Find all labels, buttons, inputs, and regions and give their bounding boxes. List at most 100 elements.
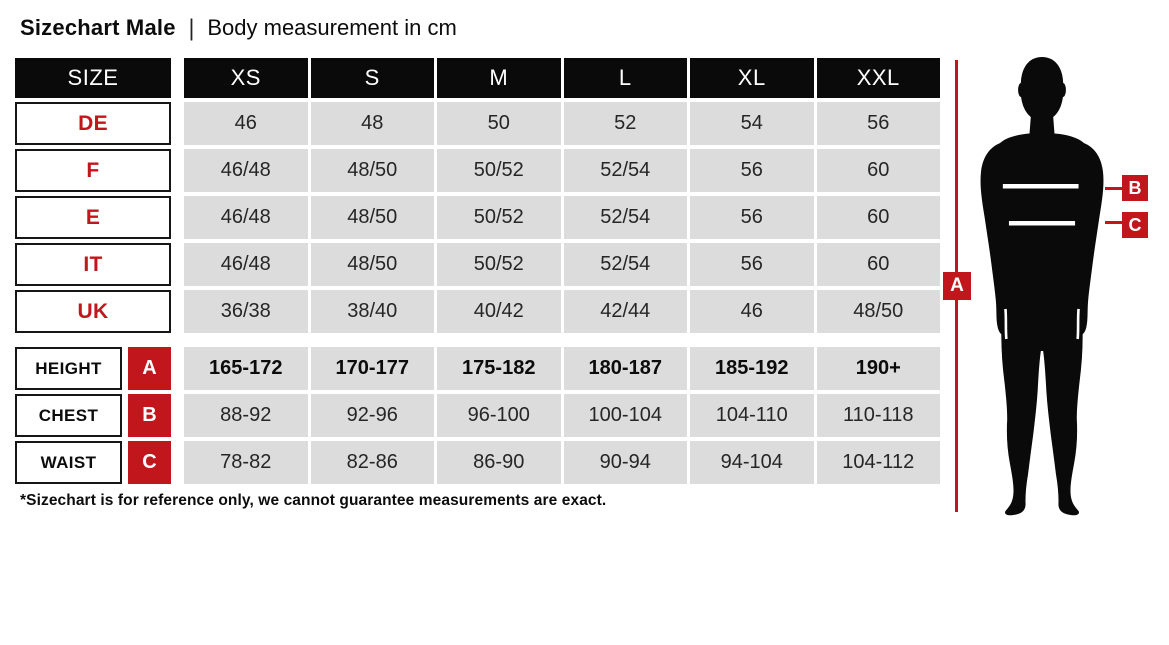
table-cell: 92-96 xyxy=(310,394,434,437)
table-cell: 38/40 xyxy=(310,290,434,333)
table-cell: 48 xyxy=(310,102,434,145)
figure-marker-badge-a: A xyxy=(943,272,971,300)
table-cell: 52/54 xyxy=(563,149,687,192)
column-header-s: S xyxy=(310,58,434,98)
figure-neck xyxy=(1028,107,1056,141)
title-main: Sizechart Male xyxy=(20,15,176,40)
column-header-xs: XS xyxy=(184,58,308,98)
table-cell: 56 xyxy=(690,149,814,192)
column-header-size: SIZE xyxy=(15,58,171,98)
title-separator: | xyxy=(188,14,195,41)
waist-pointer-line xyxy=(1105,221,1123,224)
column-header-m: M xyxy=(437,58,561,98)
column-header-l: L xyxy=(563,58,687,98)
column-spacer xyxy=(174,196,181,239)
table-cell: 104-112 xyxy=(816,441,940,484)
row-label-height: HEIGHT A xyxy=(15,347,171,390)
table-cell: 165-172 xyxy=(184,347,308,390)
measurement-table: HEIGHT A 165-172 170-177 175-182 180-187… xyxy=(15,347,940,484)
table-cell: 52/54 xyxy=(563,196,687,239)
table-cell: 46/48 xyxy=(184,149,308,192)
table-cell: 86-90 xyxy=(437,441,561,484)
row-label-e: E xyxy=(15,196,171,239)
figure-chest-line xyxy=(1002,184,1079,189)
marker-badge-a: A xyxy=(128,347,171,390)
table-cell: 52/54 xyxy=(563,243,687,286)
table-cell: 88-92 xyxy=(184,394,308,437)
table-cell: 48/50 xyxy=(310,149,434,192)
page-title: Sizechart Male | Body measurement in cm xyxy=(20,14,457,42)
male-silhouette xyxy=(980,57,1104,516)
column-header-xl: XL xyxy=(690,58,814,98)
figure-right-arm xyxy=(1075,143,1104,336)
table-cell: 90-94 xyxy=(563,441,687,484)
row-label-de: DE xyxy=(15,102,171,145)
table-cell: 170-177 xyxy=(310,347,434,390)
column-spacer xyxy=(174,441,181,484)
row-label-waist: WAIST C xyxy=(15,441,171,484)
table-cell: 190+ xyxy=(816,347,940,390)
figure-marker-badge-b: B xyxy=(1122,175,1148,201)
table-cell: 104-110 xyxy=(690,394,814,437)
column-spacer xyxy=(174,290,181,333)
table-cell: 46 xyxy=(184,102,308,145)
table-cell: 42/44 xyxy=(563,290,687,333)
column-spacer xyxy=(174,243,181,286)
measurement-label: CHEST xyxy=(15,394,122,437)
measurement-label: HEIGHT xyxy=(15,347,122,390)
table-cell: 54 xyxy=(690,102,814,145)
table-cell: 185-192 xyxy=(690,347,814,390)
table-cell: 56 xyxy=(690,196,814,239)
column-spacer xyxy=(174,58,181,98)
figure-right-leg xyxy=(1040,305,1083,516)
table-cell: 36/38 xyxy=(184,290,308,333)
size-table: SIZE XS S M L XL XXL DE 46 48 50 52 54 5… xyxy=(15,58,940,333)
table-cell: 46/48 xyxy=(184,196,308,239)
table-cell: 50/52 xyxy=(437,243,561,286)
table-cell: 180-187 xyxy=(563,347,687,390)
column-spacer xyxy=(174,394,181,437)
table-cell: 82-86 xyxy=(310,441,434,484)
table-cell: 96-100 xyxy=(437,394,561,437)
figure-head xyxy=(1020,57,1064,121)
column-spacer xyxy=(174,347,181,390)
table-cell: 60 xyxy=(816,243,940,286)
column-spacer xyxy=(174,102,181,145)
title-subtitle: Body measurement in cm xyxy=(207,15,457,40)
table-cell: 60 xyxy=(816,149,940,192)
column-header-xxl: XXL xyxy=(816,58,940,98)
row-label-chest: CHEST B xyxy=(15,394,171,437)
row-label-f: F xyxy=(15,149,171,192)
table-cell: 50/52 xyxy=(437,196,561,239)
figure-marker-badge-c: C xyxy=(1122,212,1148,238)
chest-pointer-line xyxy=(1105,187,1123,190)
table-cell: 175-182 xyxy=(437,347,561,390)
figure-waist-line xyxy=(1008,221,1076,226)
footnote: *Sizechart is for reference only, we can… xyxy=(20,492,607,509)
table-cell: 48/50 xyxy=(310,196,434,239)
table-cell: 60 xyxy=(816,196,940,239)
table-cell: 100-104 xyxy=(563,394,687,437)
marker-badge-c: C xyxy=(128,441,171,484)
row-label-uk: UK xyxy=(15,290,171,333)
table-cell: 50/52 xyxy=(437,149,561,192)
table-cell: 48/50 xyxy=(310,243,434,286)
table-cell: 56 xyxy=(816,102,940,145)
table-cell: 94-104 xyxy=(690,441,814,484)
table-cell: 50 xyxy=(437,102,561,145)
table-cell: 78-82 xyxy=(184,441,308,484)
table-cell: 46 xyxy=(690,290,814,333)
table-cell: 40/42 xyxy=(437,290,561,333)
marker-badge-b: B xyxy=(128,394,171,437)
row-label-it: IT xyxy=(15,243,171,286)
table-cell: 52 xyxy=(563,102,687,145)
table-cell: 56 xyxy=(690,243,814,286)
column-spacer xyxy=(174,149,181,192)
table-cell: 48/50 xyxy=(816,290,940,333)
measurement-label: WAIST xyxy=(15,441,122,484)
table-cell: 110-118 xyxy=(816,394,940,437)
table-cell: 46/48 xyxy=(184,243,308,286)
figure-left-arm xyxy=(980,143,1009,336)
figure-left-leg xyxy=(1001,305,1044,516)
